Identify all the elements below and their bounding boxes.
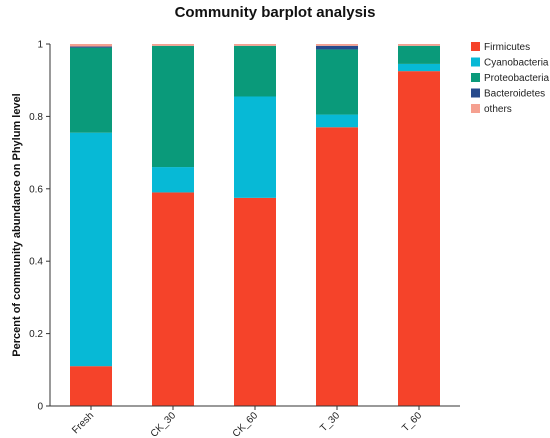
bar-segment-bacteroidetes (70, 46, 112, 48)
bar-segment-proteobacteria (316, 49, 358, 115)
y-tick-label: 0.2 (29, 329, 43, 340)
y-tick-label: 0.6 (29, 184, 43, 195)
bar-segment-proteobacteria (398, 45, 440, 64)
y-axis: 0 0.2 0.4 0.6 0.8 1 (29, 40, 51, 413)
y-tick-label: 0.8 (29, 112, 43, 123)
x-tick-label: CK_60 (231, 410, 261, 438)
bar-segment-firmicutes (316, 127, 358, 406)
legend-swatch (471, 73, 480, 82)
x-tick-label: Fresh (70, 410, 96, 436)
legend-label: Firmicutes (484, 42, 530, 53)
bar-segment-others (234, 44, 276, 46)
bar-segment-proteobacteria (234, 45, 276, 97)
x-tick-label: T_60 (400, 410, 424, 434)
legend-label: others (484, 104, 512, 115)
bar-segment-firmicutes (70, 366, 112, 406)
bar-segment-others (152, 44, 194, 46)
y-axis-label: Percent of community abundance on Phylum… (11, 93, 23, 356)
y-tick-label: 0 (37, 402, 43, 413)
legend-swatch (471, 104, 480, 113)
legend-swatch (471, 57, 480, 67)
chart-title: Community barplot analysis (175, 4, 376, 21)
bar-segment-cyanobacteria (398, 63, 440, 72)
bar-segment-proteobacteria (70, 47, 112, 133)
bar-segment-others (70, 44, 112, 47)
y-tick-label: 0.4 (29, 257, 43, 268)
x-tick-label: CK_30 (149, 410, 179, 438)
legend-label: Bacteroidetes (484, 89, 545, 100)
bar-segment-others (316, 44, 358, 46)
bar-segment-bacteroidetes (316, 45, 358, 50)
bar-segment-proteobacteria (152, 45, 194, 168)
bar-segment-cyanobacteria (316, 114, 358, 128)
bar-segment-cyanobacteria (152, 167, 194, 193)
legend-label: Cyanobacteria (484, 58, 549, 69)
bar-segment-cyanobacteria (234, 96, 276, 198)
y-tick-label: 1 (37, 40, 43, 51)
x-axis: Fresh CK_30 CK_60 T_30 T_60 (50, 405, 460, 438)
bar-segment-firmicutes (398, 71, 440, 407)
bar-segment-cyanobacteria (70, 132, 112, 367)
bar-segment-firmicutes (152, 192, 194, 406)
x-tick-label: T_30 (318, 410, 342, 434)
plot-area (70, 44, 440, 407)
legend-label: Proteobacteria (484, 73, 549, 84)
legend-swatch (471, 42, 480, 51)
bar-segment-others (398, 44, 440, 46)
bar-segment-firmicutes (234, 197, 276, 406)
legend: Firmicutes Cyanobacteria Proteobacteria Bac… (471, 42, 549, 115)
legend-swatch (471, 88, 480, 98)
